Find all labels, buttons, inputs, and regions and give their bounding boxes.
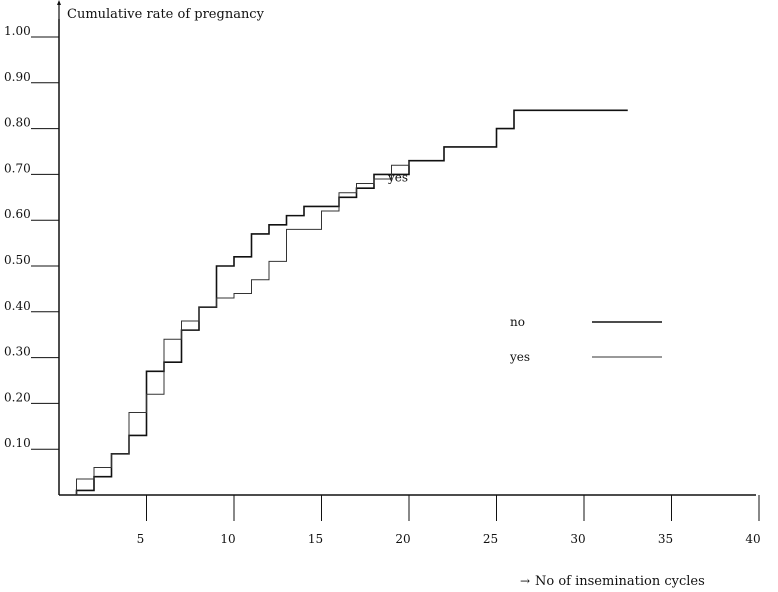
y-tick-label: 0.40 <box>4 299 31 313</box>
y-tick-label: 0.80 <box>4 116 31 130</box>
series-line-yes <box>76 160 410 495</box>
y-tick-label: 0.90 <box>4 70 31 84</box>
axes <box>57 0 756 496</box>
x-tick-label: 30 <box>570 532 585 546</box>
legend: no yes <box>509 315 662 364</box>
x-ticks: 5 10 15 20 25 30 35 40 <box>137 495 761 546</box>
annotations: yes <box>387 170 408 184</box>
y-tick-label: 0.70 <box>4 161 31 175</box>
y-tick-label: 0.50 <box>4 253 31 267</box>
y-axis-title: Cumulative rate of pregnancy <box>67 7 265 22</box>
series-annotation-label: yes <box>387 170 408 184</box>
y-axis-arrow-icon <box>57 0 61 5</box>
series-line-no <box>75 109 628 495</box>
y-ticks: 0.10 0.20 0.30 0.40 0.50 0.60 0.70 0.80 0.90 1.00 <box>4 24 59 450</box>
y-tick-label: 0.10 <box>4 436 31 450</box>
y-tick-label: 0.60 <box>4 207 31 221</box>
x-axis-title-group: → No of insemination cycles <box>520 574 705 589</box>
y-tick-label: 0.30 <box>4 345 31 359</box>
x-axis-arrow-icon: → <box>520 574 530 588</box>
legend-label-no: no <box>510 315 525 329</box>
x-tick-label: 35 <box>658 532 673 546</box>
legend-label-yes: yes <box>509 350 530 364</box>
x-tick-label: 25 <box>483 532 498 546</box>
x-axis-title: No of insemination cycles <box>535 574 705 589</box>
x-tick-label: 20 <box>395 532 410 546</box>
x-tick-label: 10 <box>220 532 235 546</box>
x-tick-label: 15 <box>308 532 323 546</box>
x-tick-label: 5 <box>137 532 145 546</box>
y-tick-label: 0.20 <box>4 390 31 404</box>
y-tick-label: 1.00 <box>4 24 31 38</box>
series-group <box>75 109 628 495</box>
x-tick-label: 40 <box>745 532 760 546</box>
